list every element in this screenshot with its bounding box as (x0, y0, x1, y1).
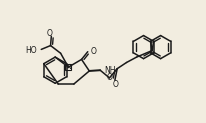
Text: O: O (47, 29, 53, 38)
Text: NH: NH (104, 66, 116, 75)
Text: N: N (66, 65, 71, 70)
Text: O: O (113, 80, 119, 89)
Text: O: O (91, 47, 97, 56)
Text: HO: HO (25, 46, 37, 55)
Text: O: O (107, 73, 112, 82)
